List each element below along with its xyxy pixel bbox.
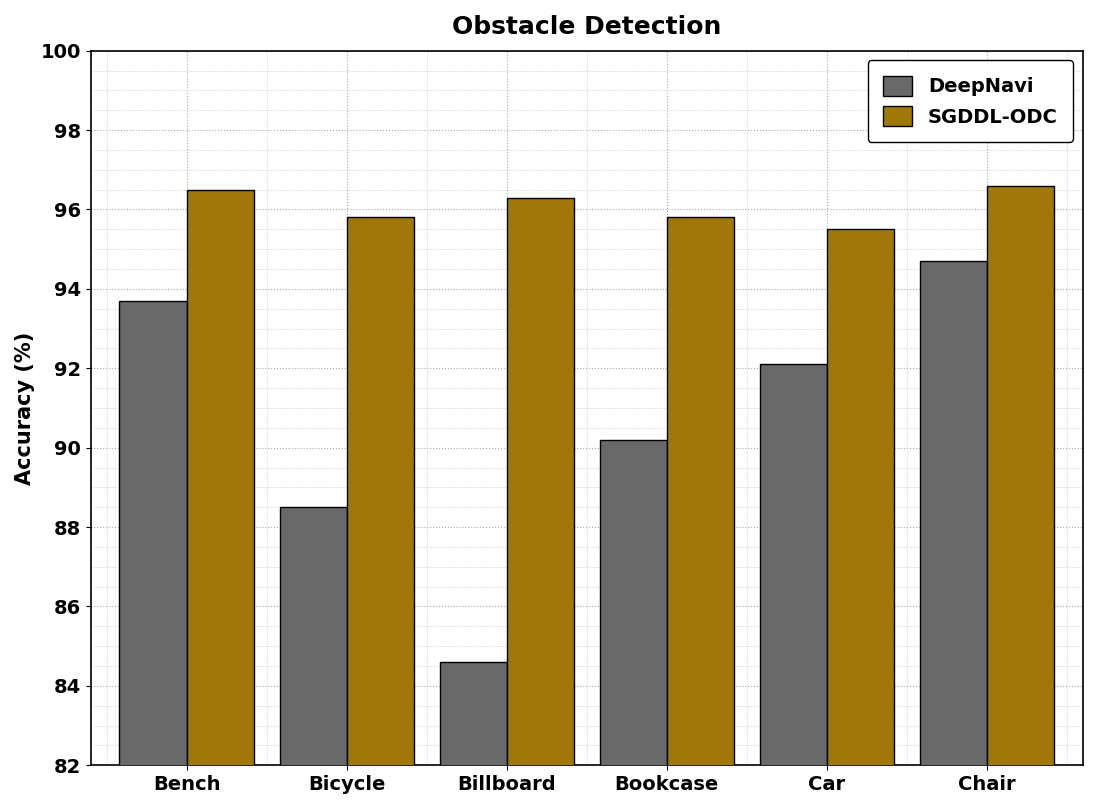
Bar (187, 189, 254, 809)
Bar (120, 301, 187, 809)
Bar (280, 507, 347, 809)
Legend: DeepNavi, SGDDL-ODC: DeepNavi, SGDDL-ODC (867, 61, 1073, 142)
Bar (439, 662, 507, 809)
Bar (827, 229, 894, 809)
Bar (600, 440, 666, 809)
Bar (666, 218, 735, 809)
Bar (347, 218, 414, 809)
Bar (987, 185, 1054, 809)
Y-axis label: Accuracy (%): Accuracy (%) (15, 332, 35, 485)
Bar (507, 197, 574, 809)
Bar (760, 364, 827, 809)
Title: Obstacle Detection: Obstacle Detection (452, 15, 721, 39)
Bar (920, 261, 987, 809)
